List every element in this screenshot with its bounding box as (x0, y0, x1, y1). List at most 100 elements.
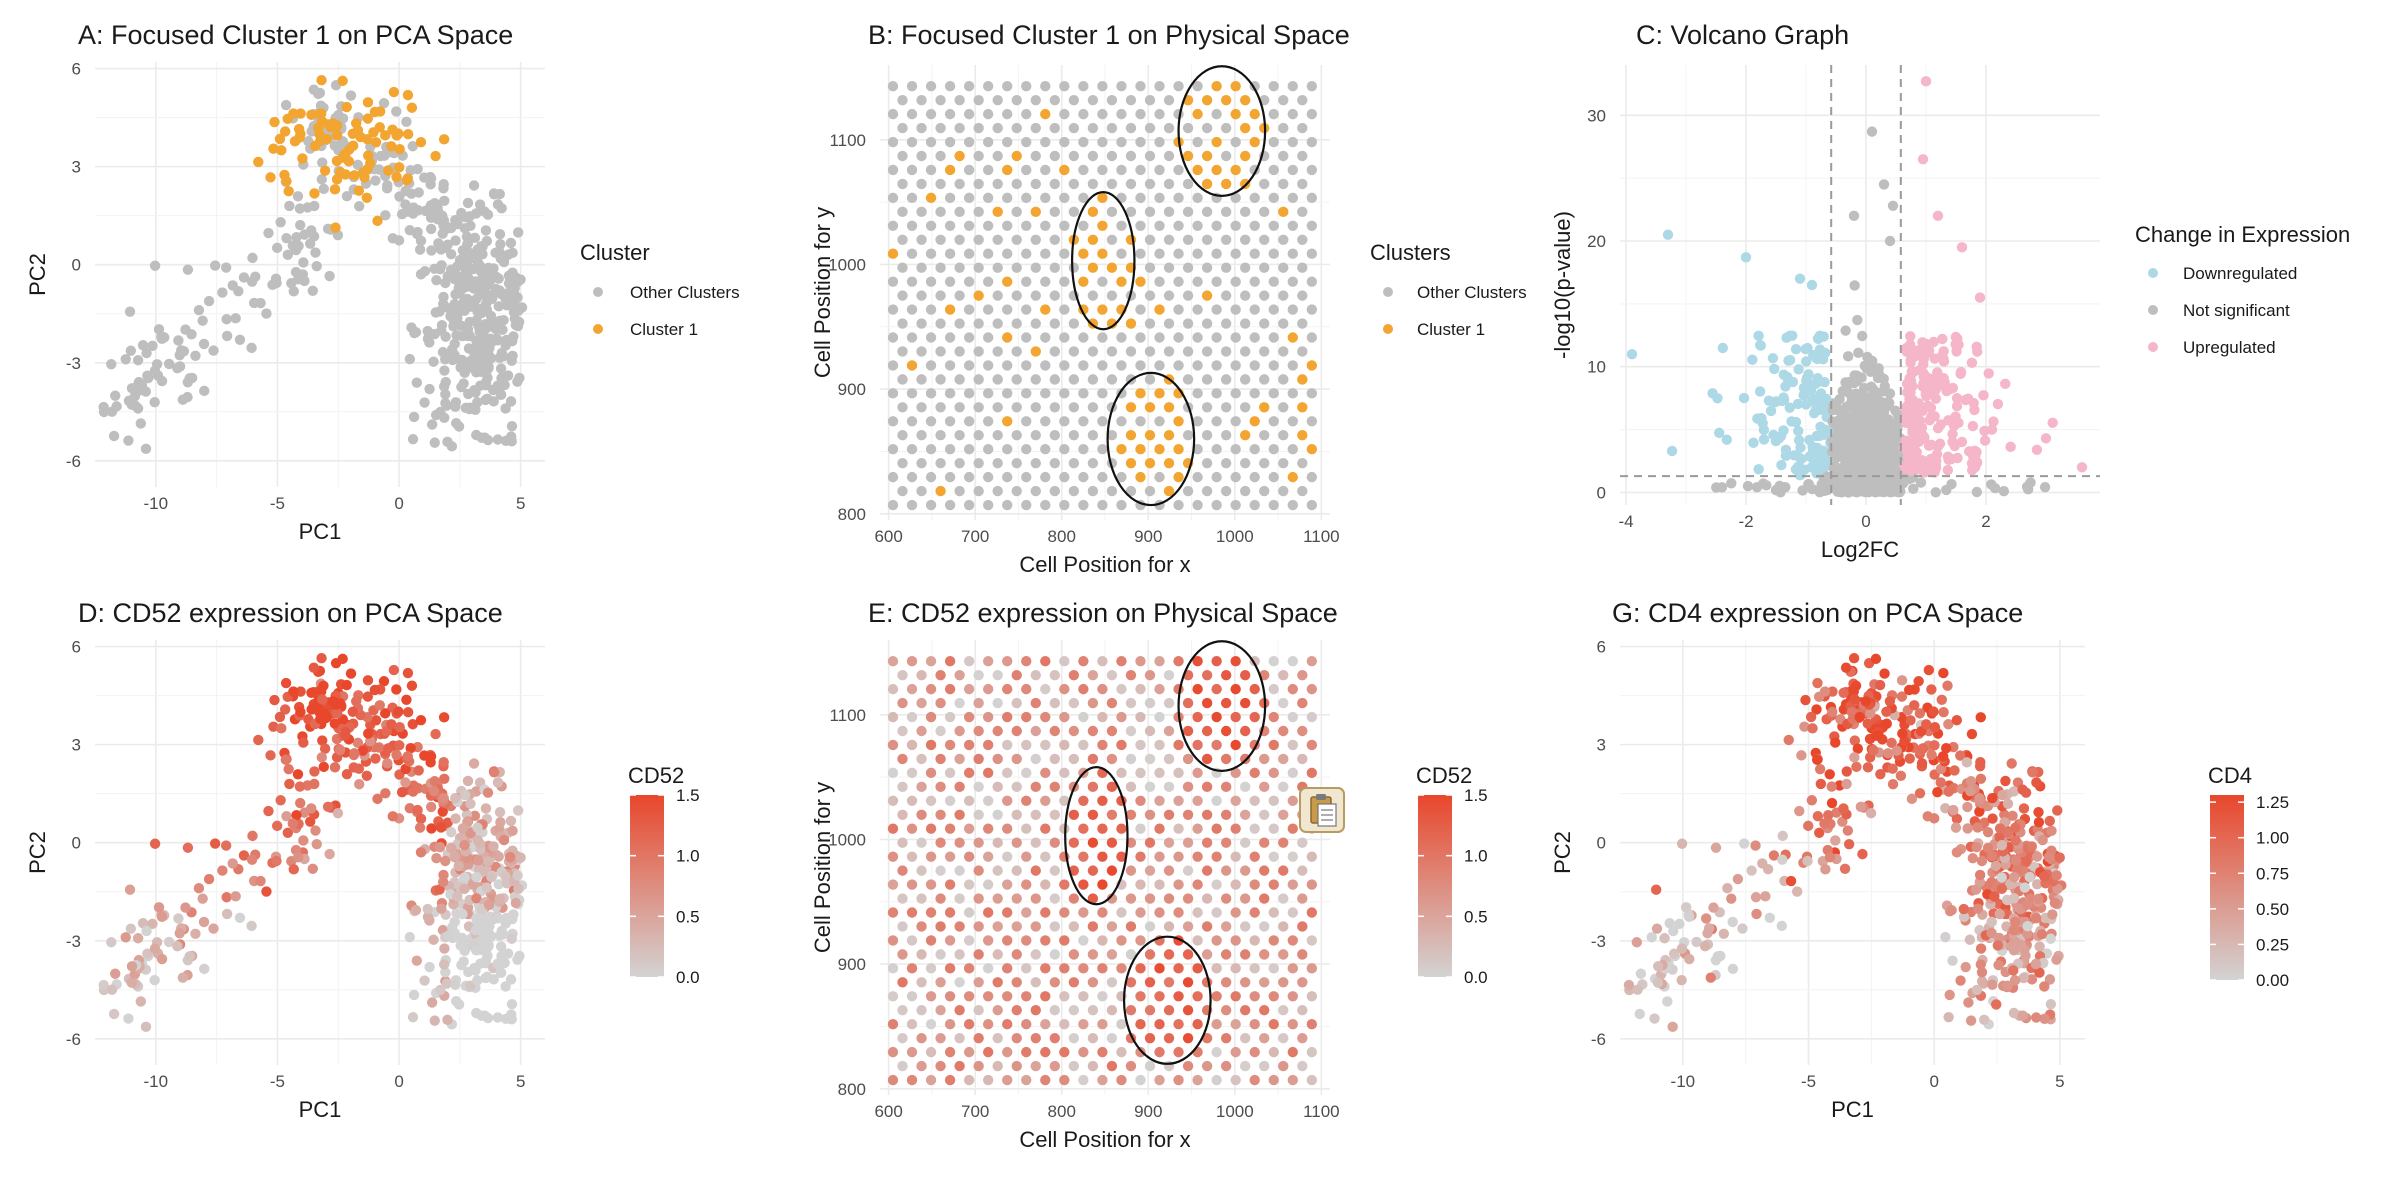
data-point (462, 197, 474, 209)
y-tick-label: 900 (838, 955, 866, 974)
data-point (1972, 822, 1983, 833)
data-point (1994, 823, 2006, 834)
data-point (1030, 457, 1041, 469)
data-point (1230, 739, 1241, 751)
data-point (1021, 108, 1032, 120)
data-point (1780, 381, 1791, 392)
data-point (1021, 991, 1032, 1002)
data-point (1144, 206, 1156, 218)
data-point (486, 871, 497, 883)
y-tick-label: 0 (72, 834, 81, 853)
data-point (1683, 911, 1695, 923)
data-point (1278, 1032, 1289, 1044)
data-point (1125, 893, 1137, 904)
data-point (2033, 806, 2044, 818)
data-point (1116, 332, 1127, 343)
highlight-ellipse (1122, 935, 1212, 1065)
data-point (1680, 902, 1692, 913)
data-point (1030, 837, 1041, 848)
data-point (1230, 1018, 1241, 1030)
data-point (1078, 711, 1089, 723)
data-point (1002, 935, 1013, 946)
data-point (1116, 471, 1127, 483)
data-point (1192, 907, 1203, 918)
data-point (1268, 499, 1279, 511)
data-point (963, 108, 975, 120)
data-point (1956, 242, 1968, 253)
data-point (944, 304, 956, 315)
data-point (954, 725, 965, 737)
data-point (263, 227, 274, 239)
data-point (1068, 346, 1080, 357)
data-point (1021, 388, 1032, 399)
data-point (973, 949, 984, 960)
data-point (1297, 865, 1308, 876)
data-point (402, 89, 414, 101)
data-point (1116, 108, 1127, 120)
data-point (1125, 781, 1137, 793)
data-point (1068, 150, 1080, 162)
data-point (493, 273, 504, 284)
data-point (992, 893, 1003, 904)
data-point (1144, 725, 1156, 737)
data-point (1163, 1005, 1175, 1016)
data-point (1862, 351, 1873, 363)
data-point (897, 374, 908, 385)
data-point (1220, 150, 1232, 162)
data-point (1268, 711, 1279, 723)
data-point (916, 122, 927, 134)
data-point (963, 935, 975, 946)
data-point (494, 806, 506, 818)
data-point (1144, 949, 1156, 960)
data-point (1842, 351, 1854, 362)
data-point (492, 434, 504, 445)
data-point (307, 285, 318, 296)
data-point (897, 669, 908, 681)
data-point (1068, 669, 1080, 681)
data-point (2022, 921, 2033, 932)
data-point (1011, 809, 1022, 820)
data-point (1040, 192, 1051, 204)
data-point (441, 400, 452, 411)
data-point (415, 137, 427, 148)
data-point (1806, 795, 1818, 806)
data-point (1220, 781, 1232, 793)
data-point (1144, 346, 1156, 357)
data-point (1974, 793, 1985, 804)
data-point (1002, 304, 1013, 315)
data-point (1049, 122, 1061, 134)
data-point (324, 270, 335, 282)
data-point (1239, 697, 1251, 709)
data-point (1287, 683, 1298, 695)
data-point (2037, 834, 2048, 846)
data-point (982, 192, 994, 204)
data-point (992, 949, 1003, 960)
data-point (916, 234, 927, 245)
clipboard-icon[interactable] (1299, 787, 1345, 833)
data-point (437, 215, 449, 226)
data-point (438, 712, 450, 723)
data-point (1306, 248, 1318, 259)
data-point (452, 891, 463, 902)
data-point (440, 967, 451, 978)
data-point (935, 457, 946, 469)
data-point (1087, 949, 1099, 960)
data-point (954, 430, 965, 441)
data-point (1849, 280, 1860, 291)
data-point (1843, 376, 1855, 388)
data-point (1106, 837, 1118, 848)
data-point (887, 80, 899, 92)
data-point (1059, 739, 1070, 751)
data-point (1135, 1018, 1146, 1030)
data-point (1011, 753, 1022, 765)
data-point (1983, 368, 1994, 379)
data-point (887, 823, 899, 834)
data-point (1883, 446, 1894, 458)
data-point (1135, 416, 1146, 427)
data-point (1297, 262, 1308, 273)
data-point (1135, 683, 1146, 695)
data-point (1182, 346, 1194, 357)
data-point (973, 122, 984, 134)
data-point (1201, 346, 1213, 357)
data-point (982, 739, 994, 751)
